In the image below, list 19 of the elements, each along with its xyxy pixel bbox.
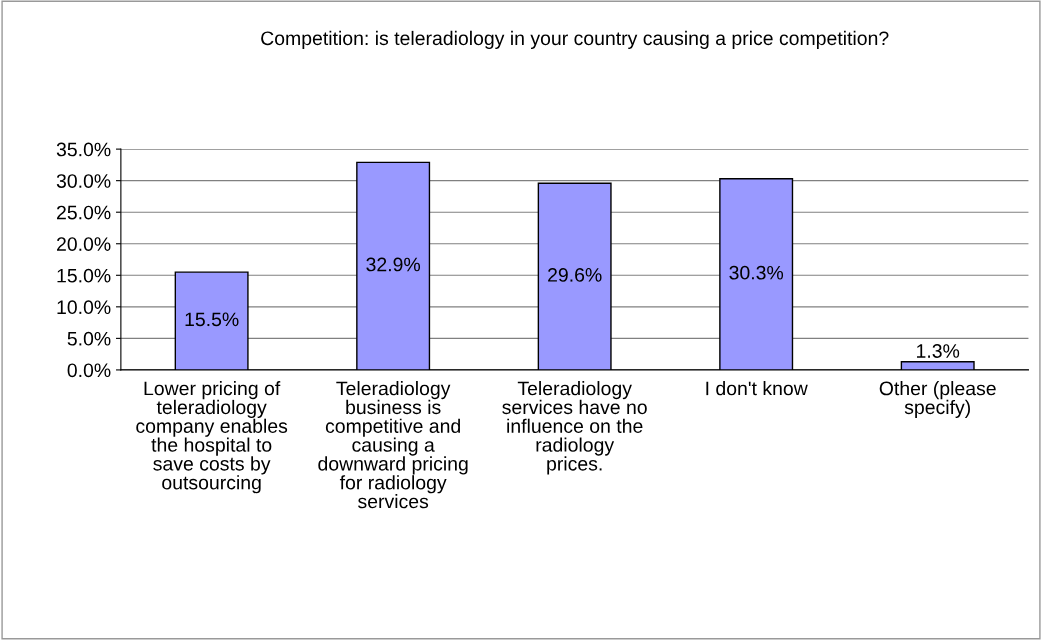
data-label: 1.3%: [917, 344, 960, 358]
y-tick-label: 35.0%: [56, 142, 111, 157]
data-label: 15.5%: [185, 312, 239, 327]
x-tick-label: I don't know: [706, 381, 808, 396]
y-tick-label: 0.0%: [67, 363, 111, 378]
data-label: 29.6%: [548, 268, 602, 282]
x-tick-label: Lower pricing of teleradiology company enables the hospital to save costs by outsourcing: [136, 381, 288, 494]
y-tick-label: 25.0%: [57, 205, 111, 220]
y-tick-label: 10.0%: [57, 300, 111, 315]
x-tick-label: Teleradiology business is competitive and causing a downward pricing for radiology services: [318, 381, 468, 509]
y-tick-label: 20.0%: [57, 237, 111, 251]
x-tick-label: Teleradiology services have no influence on the radiology prices.: [502, 381, 647, 475]
data-label: 32.9%: [366, 257, 421, 272]
chart-title: Competition: is teleradiology in your country causing a price competition?: [261, 30, 889, 49]
y-tick-label: 5.0%: [67, 331, 111, 346]
x-tick-label: Other (please specify): [879, 381, 996, 418]
y-tick-label: 30.0%: [56, 174, 111, 188]
y-tick-label: 15.0%: [57, 268, 111, 283]
data-label: 30.3%: [729, 265, 784, 280]
